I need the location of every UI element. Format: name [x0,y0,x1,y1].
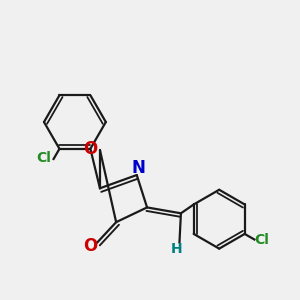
Text: O: O [83,140,98,158]
Text: Cl: Cl [37,151,52,164]
Text: O: O [83,237,98,255]
Text: Cl: Cl [254,232,269,247]
Text: N: N [131,159,145,177]
Text: H: H [171,242,182,256]
